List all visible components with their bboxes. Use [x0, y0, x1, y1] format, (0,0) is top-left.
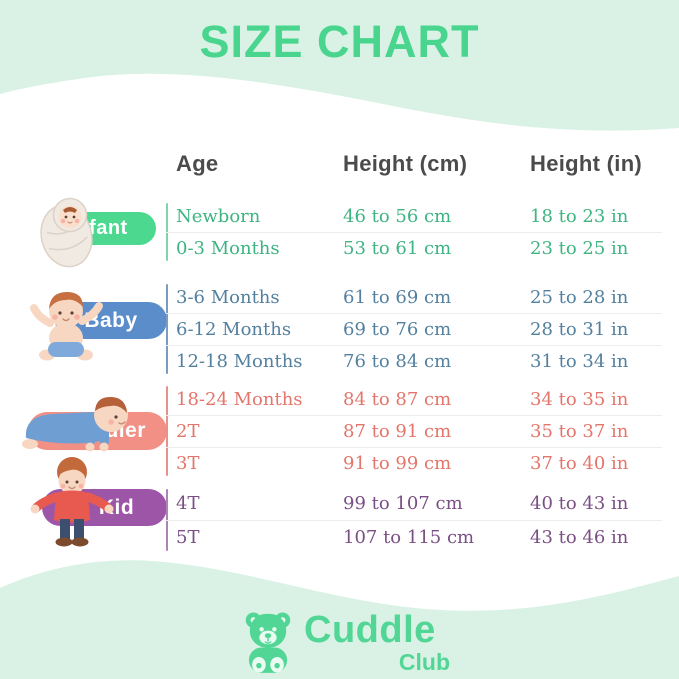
height-in-cell: 25 to 28 in: [530, 286, 629, 308]
table-row: 0-3 Months 53 to 61 cm 23 to 25 in: [166, 232, 662, 264]
age-cell: 5T: [176, 527, 200, 548]
age-cell: 6-12 Months: [176, 319, 292, 340]
height-in-cell: 28 to 31 in: [530, 319, 629, 340]
height-in-cell: 37 to 40 in: [530, 453, 629, 474]
age-cell: 18-24 Months: [176, 388, 303, 410]
height-in-cell: 34 to 35 in: [530, 388, 629, 410]
height-cm-cell: 84 to 87 cm: [343, 388, 452, 410]
table-row: 4T 99 to 107 cm 40 to 43 in: [166, 486, 662, 520]
height-cm-cell: 61 to 69 cm: [343, 286, 452, 308]
height-in-cell: 40 to 43 in: [530, 492, 629, 514]
height-in-cell: 35 to 37 in: [530, 421, 629, 442]
table-row: 18-24 Months 84 to 87 cm 34 to 35 in: [166, 383, 662, 415]
height-in-cell: 18 to 23 in: [530, 205, 629, 227]
group-baby: 3-6 Months 61 to 69 cm 25 to 28 in 6-12 …: [166, 281, 662, 377]
group-infant: Newborn 46 to 56 cm 18 to 23 in 0-3 Mont…: [166, 200, 662, 264]
bottom-wave-decoration: [0, 560, 679, 679]
height-cm-cell: 107 to 115 cm: [343, 527, 475, 548]
brand-name: Cuddle Club: [304, 610, 456, 674]
age-cell: 4T: [176, 492, 200, 514]
brand-name-main: Cuddle: [304, 609, 436, 651]
table-row: 3T 91 to 99 cm 37 to 40 in: [166, 447, 662, 479]
age-cell: 2T: [176, 421, 200, 442]
table-row: 5T 107 to 115 cm 43 to 46 in: [166, 520, 662, 554]
group-kid: 4T 99 to 107 cm 40 to 43 in 5T 107 to 11…: [166, 486, 662, 554]
table-row: 6-12 Months 69 to 76 cm 28 to 31 in: [166, 313, 662, 345]
top-wave-decoration: [0, 0, 679, 131]
age-cell: 12-18 Months: [176, 351, 303, 372]
height-cm-cell: 53 to 61 cm: [343, 238, 452, 259]
swaddled-infant-icon: [40, 197, 93, 268]
height-cm-cell: 76 to 84 cm: [343, 351, 452, 372]
sitting-baby-icon: [30, 292, 103, 361]
header-age: Age: [176, 151, 219, 176]
height-cm-cell: 69 to 76 cm: [343, 319, 452, 340]
teddy-bear-icon: [245, 612, 291, 673]
header-height-in: Height (in): [530, 151, 643, 176]
table-row: 3-6 Months 61 to 69 cm 25 to 28 in: [166, 281, 662, 313]
height-cm-cell: 46 to 56 cm: [343, 205, 452, 227]
age-cell: 3T: [176, 453, 200, 474]
table-row: 12-18 Months 76 to 84 cm 31 to 34 in: [166, 345, 662, 377]
height-in-cell: 31 to 34 in: [530, 351, 629, 372]
table-row: 2T 87 to 91 cm 35 to 37 in: [166, 415, 662, 447]
standing-kid-icon: [30, 457, 114, 547]
age-cell: 3-6 Months: [176, 286, 280, 308]
height-cm-cell: 87 to 91 cm: [343, 421, 452, 442]
brand-name-sub: Club: [398, 649, 450, 675]
table-row: Newborn 46 to 56 cm 18 to 23 in: [166, 200, 662, 232]
height-in-cell: 43 to 46 in: [530, 527, 629, 548]
height-cm-cell: 91 to 99 cm: [343, 453, 452, 474]
crawling-toddler-icon: [22, 396, 128, 452]
page-title: SIZE CHART: [199, 16, 480, 67]
brand-logo: Cuddle Club: [238, 610, 456, 674]
age-cell: 0-3 Months: [176, 238, 280, 259]
header-height-cm: Height (cm): [343, 151, 468, 176]
height-in-cell: 23 to 25 in: [530, 238, 629, 259]
group-toddler: 18-24 Months 84 to 87 cm 34 to 35 in 2T …: [166, 383, 662, 479]
age-cell: Newborn: [176, 205, 261, 227]
height-cm-cell: 99 to 107 cm: [343, 492, 463, 514]
